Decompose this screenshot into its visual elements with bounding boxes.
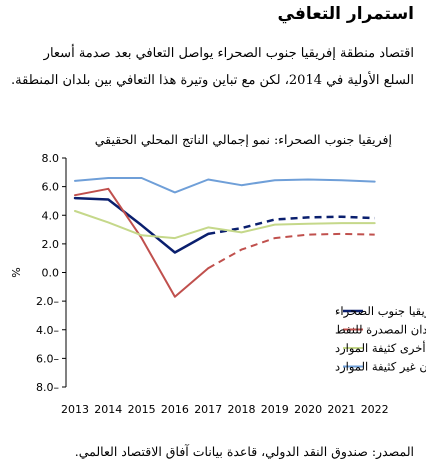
gdp-growth-chart: 8.0 6.0 4.0 2.0 0.0 2.0– 4.0– 6.0– 8.0–% 2013 2014… (10, 152, 426, 416)
y-tick-label: 8.0 (42, 152, 60, 165)
x-tick-label: 2015 (128, 403, 156, 416)
chart-series (73, 177, 376, 298)
x-tick-label: 2014 (94, 403, 122, 416)
y-tick-label: 8.0– (36, 381, 59, 394)
chart-legend: إفريقيا جنوب الصحراء البلدان المصدرة للنف… (335, 304, 426, 374)
legend-label-0: إفريقيا جنوب الصحراء (335, 304, 426, 319)
x-tick-label: 2017 (194, 403, 222, 416)
y-tick-label: 6.0 (42, 181, 60, 194)
y-tick-label: 2.0 (42, 238, 60, 251)
page-heading: استمرار التعافي (277, 4, 414, 24)
series-line-3 (74, 177, 376, 194)
y-tick-label: 0.0 (42, 267, 60, 280)
series-forecast-line-0 (207, 215, 375, 236)
x-tick-label: 2013 (61, 403, 89, 416)
legend-label-3: بلدان غير كثيفة الموارد (335, 360, 426, 374)
y-tick-label: 4.0 (42, 209, 60, 222)
series-line-2 (74, 210, 376, 240)
y-axis-label: % (10, 267, 23, 277)
series-forecast-line-1 (207, 232, 375, 270)
y-tick-label: 4.0– (36, 324, 59, 337)
y-tick-label: 6.0– (36, 352, 59, 365)
x-tick-label: 2018 (228, 403, 256, 416)
x-tick-label: 2016 (161, 403, 189, 416)
series-line-0 (73, 196, 210, 254)
intro-paragraph: اقتصاد منطقة إفريقيا جنوب الصحراء يواصل … (11, 46, 414, 88)
x-tick-label: 2022 (361, 403, 389, 416)
x-tick-label: 2021 (327, 403, 355, 416)
chart-title: إفريقيا جنوب الصحراء: نمو إجمالي الناتج … (94, 132, 392, 147)
source-note: المصدر: صندوق النقد الدولي، قاعدة بيانات… (74, 444, 414, 459)
chart-axes: 8.0 6.0 4.0 2.0 0.0 2.0– 4.0– 6.0– 8.0–% 2013 2014… (10, 152, 389, 416)
legend-label-1: البلدان المصدرة للنفط (335, 323, 426, 337)
x-tick-label: 2020 (294, 403, 322, 416)
legend-label-2: بلدان أخرى كثيفة الموارد (335, 340, 426, 355)
x-tick-label: 2019 (261, 403, 289, 416)
series-line-1 (74, 187, 210, 298)
y-tick-label: 2.0– (36, 295, 59, 308)
